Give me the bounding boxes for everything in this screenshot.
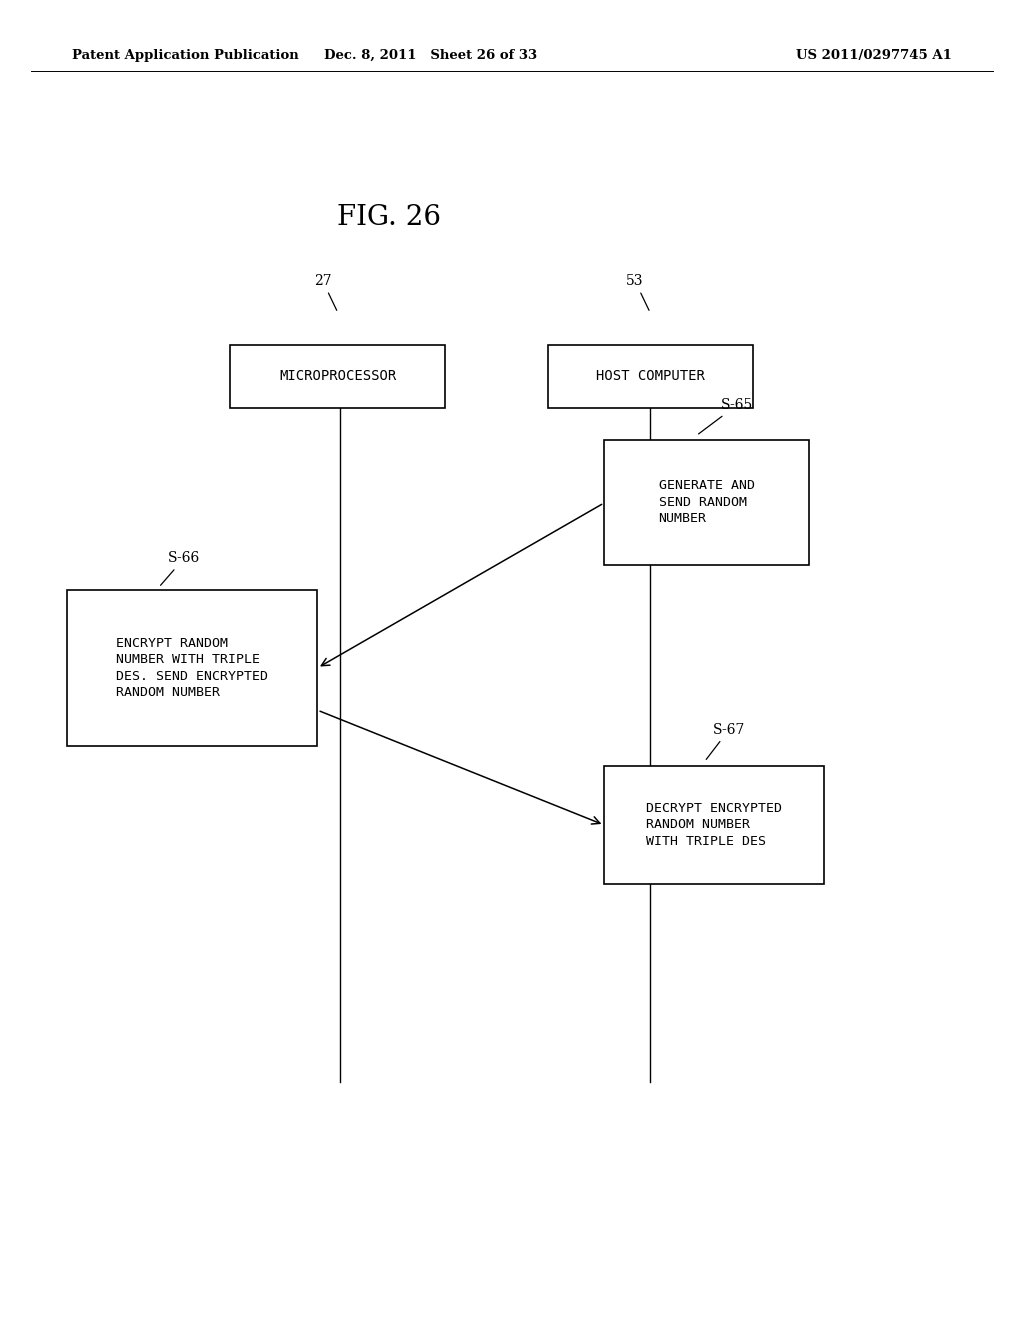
Text: ENCRYPT RANDOM
NUMBER WITH TRIPLE
DES. SEND ENCRYPTED
RANDOM NUMBER: ENCRYPT RANDOM NUMBER WITH TRIPLE DES. S… [116,636,268,700]
Text: HOST COMPUTER: HOST COMPUTER [596,370,705,383]
Text: Dec. 8, 2011   Sheet 26 of 33: Dec. 8, 2011 Sheet 26 of 33 [324,49,537,62]
Text: S-67: S-67 [707,722,745,759]
Text: DECRYPT ENCRYPTED
RANDOM NUMBER
WITH TRIPLE DES: DECRYPT ENCRYPTED RANDOM NUMBER WITH TRI… [646,803,782,847]
Text: Patent Application Publication: Patent Application Publication [72,49,298,62]
Text: GENERATE AND
SEND RANDOM
NUMBER: GENERATE AND SEND RANDOM NUMBER [658,479,755,525]
Bar [230,345,445,408]
Bar [604,766,824,884]
Text: US 2011/0297745 A1: US 2011/0297745 A1 [797,49,952,62]
Text: S-65: S-65 [698,397,754,434]
Text: MICROPROCESSOR: MICROPROCESSOR [280,370,396,383]
Bar [548,345,753,408]
Text: 53: 53 [626,273,649,310]
Text: 27: 27 [313,273,337,310]
Text: FIG. 26: FIG. 26 [337,205,441,231]
Text: S-66: S-66 [161,550,201,585]
Bar [604,440,809,565]
Bar [67,590,317,746]
